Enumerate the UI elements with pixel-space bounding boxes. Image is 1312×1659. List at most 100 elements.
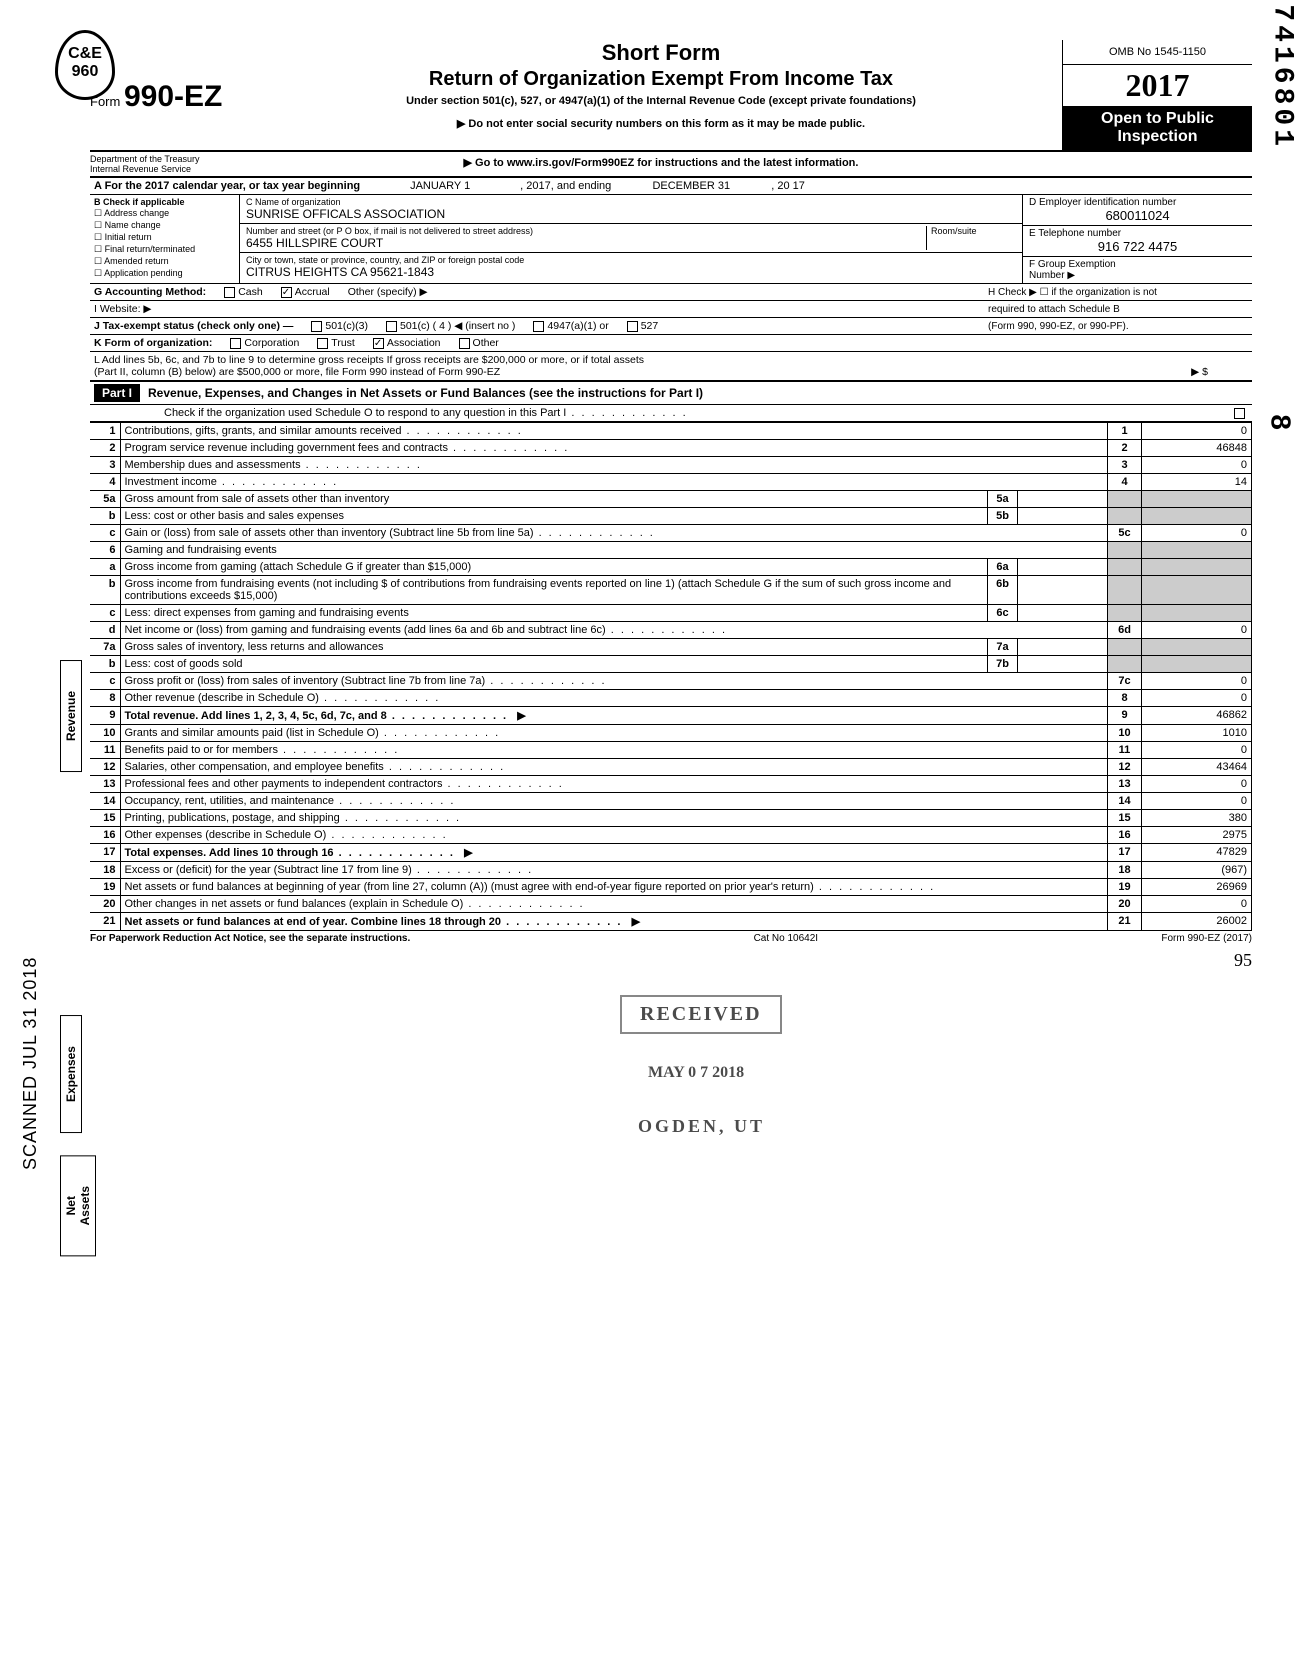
line-l12: 12Salaries, other compensation, and empl… — [90, 759, 1252, 776]
j-501c3: 501(c)(3) — [325, 320, 368, 332]
omb-number: OMB No 1545-1150 — [1063, 40, 1252, 65]
open-line2: Inspection — [1065, 128, 1250, 146]
line-l5c: cGain or (loss) from sale of assets othe… — [90, 525, 1252, 542]
dept-treasury: Department of the Treasury Internal Reve… — [90, 152, 260, 176]
form-number-box: Form 990-EZ — [90, 40, 260, 114]
k-label: K Form of organization: — [94, 337, 212, 349]
row-k: K Form of organization: Corporation Trus… — [90, 335, 1252, 352]
chk-corp[interactable] — [230, 338, 241, 349]
part1-checkbox[interactable] — [1234, 408, 1245, 419]
line-l6a: aGross income from gaming (attach Schedu… — [90, 559, 1252, 576]
chk-501c[interactable] — [386, 321, 397, 332]
c-label: C Name of organization — [246, 197, 1016, 207]
row-a-label: A For the 2017 calendar year, or tax yea… — [94, 180, 360, 192]
row-a-mid: , 2017, and ending — [520, 180, 611, 192]
k-corp: Corporation — [244, 337, 299, 349]
col-b-header: B Check if applicable — [94, 197, 235, 207]
line-l13: 13Professional fees and other payments t… — [90, 776, 1252, 793]
part1-title: Revenue, Expenses, and Changes in Net As… — [148, 386, 1248, 400]
i-website: I Website: ▶ — [94, 303, 151, 315]
row-a-year: , 20 17 — [771, 180, 805, 192]
foot-left: For Paperwork Reduction Act Notice, see … — [90, 933, 410, 944]
chk-final-return[interactable]: Final return/terminated — [94, 244, 235, 255]
line-l9: 9Total revenue. Add lines 1, 2, 3, 4, 5c… — [90, 707, 1252, 725]
g-other: Other (specify) ▶ — [348, 286, 428, 298]
telephone: 916 722 4475 — [1029, 239, 1246, 254]
line-l15: 15Printing, publications, postage, and s… — [90, 810, 1252, 827]
j-501c: 501(c) ( 4 ) ◀ (insert no ) — [400, 320, 515, 332]
k-assoc: Association — [387, 337, 441, 349]
line-l5b: bLess: cost or other basis and sales exp… — [90, 508, 1252, 525]
part1-header-row: Part I Revenue, Expenses, and Changes in… — [90, 382, 1252, 405]
footer: For Paperwork Reduction Act Notice, see … — [90, 931, 1252, 944]
form-header: Form 990-EZ Short Form Return of Organiz… — [90, 40, 1252, 152]
line-l8: 8Other revenue (describe in Schedule O)8… — [90, 690, 1252, 707]
part1-check-text: Check if the organization used Schedule … — [164, 407, 688, 419]
addr-label: Number and street (or P O box, if mail i… — [246, 226, 926, 236]
chk-501c3[interactable] — [311, 321, 322, 332]
h-line3: (Form 990, 990-EZ, or 990-PF). — [988, 321, 1248, 332]
chk-assoc[interactable] — [373, 338, 384, 349]
arrow-line-2: ▶ Go to www.irs.gov/Form990EZ for instru… — [260, 152, 1062, 176]
side-barcode-number: 2949217416801 — [1266, 0, 1297, 150]
col-def: D Employer identification number 6800110… — [1022, 195, 1252, 283]
chk-application-pending[interactable]: Application pending — [94, 268, 235, 279]
line-l5a: 5aGross amount from sale of assets other… — [90, 491, 1252, 508]
row-j: J Tax-exempt status (check only one) — 5… — [90, 318, 1252, 335]
line-l6b: bGross income from fundraising events (n… — [90, 576, 1252, 605]
g-accrual: Accrual — [295, 286, 330, 298]
line-l21: 21Net assets or fund balances at end of … — [90, 913, 1252, 931]
dept-line2: Internal Revenue Service — [90, 164, 260, 174]
line-l14: 14Occupancy, rent, utilities, and mainte… — [90, 793, 1252, 810]
line-l11: 11Benefits paid to or for members110 — [90, 742, 1252, 759]
open-line1: Open to Public — [1065, 110, 1250, 128]
chk-name-change[interactable]: Name change — [94, 220, 235, 231]
title-under: Under section 501(c), 527, or 4947(a)(1)… — [270, 95, 1052, 107]
open-to-public: Open to Public Inspection — [1063, 106, 1252, 150]
line-l17: 17Total expenses. Add lines 10 through 1… — [90, 844, 1252, 862]
row-i: I Website: ▶ required to attach Schedule… — [90, 301, 1252, 318]
j-label: J Tax-exempt status (check only one) — — [94, 320, 293, 332]
line-l10: 10Grants and similar amounts paid (list … — [90, 725, 1252, 742]
g-cash: Cash — [238, 286, 263, 298]
line-l6: 6Gaming and fundraising events — [90, 542, 1252, 559]
title-short-form: Short Form — [270, 40, 1052, 66]
chk-4947[interactable] — [533, 321, 544, 332]
line-l6c: cLess: direct expenses from gaming and f… — [90, 605, 1252, 622]
dept-line1: Department of the Treasury — [90, 154, 260, 164]
chk-other[interactable] — [459, 338, 470, 349]
chk-trust[interactable] — [317, 338, 328, 349]
chk-amended-return[interactable]: Amended return — [94, 256, 235, 267]
f-label: F Group Exemption — [1029, 259, 1246, 270]
row-a: A For the 2017 calendar year, or tax yea… — [90, 178, 1252, 195]
chk-527[interactable] — [627, 321, 638, 332]
h-line2: required to attach Schedule B — [988, 304, 1248, 315]
e-label: E Telephone number — [1029, 228, 1246, 239]
col-c: C Name of organization SUNRISE OFFICALS … — [240, 195, 1022, 283]
lines-table: 1Contributions, gifts, grants, and simil… — [90, 422, 1252, 931]
chk-cash[interactable] — [224, 287, 235, 298]
row-a-begin: JANUARY 1 — [360, 180, 520, 192]
j-4947: 4947(a)(1) or — [547, 320, 608, 332]
stamp-ogden: OGDEN, UT — [620, 1110, 783, 1143]
chk-address-change[interactable]: Address change — [94, 208, 235, 219]
chk-accrual[interactable] — [281, 287, 292, 298]
side-infinity: 8 — [1265, 414, 1297, 430]
l-line1: L Add lines 5b, 6c, and 7b to line 9 to … — [94, 354, 1248, 366]
line-l2: 2Program service revenue including gover… — [90, 440, 1252, 457]
line-l7b: bLess: cost of goods sold7b — [90, 656, 1252, 673]
g-label: G Accounting Method: — [94, 286, 206, 298]
line-l4: 4Investment income414 — [90, 474, 1252, 491]
title-return: Return of Organization Exempt From Incom… — [270, 68, 1052, 91]
room-label: Room/suite — [931, 226, 1016, 236]
line-l6d: dNet income or (loss) from gaming and fu… — [90, 622, 1252, 639]
line-l3: 3Membership dues and assessments30 — [90, 457, 1252, 474]
chk-initial-return[interactable]: Initial return — [94, 232, 235, 243]
k-trust: Trust — [331, 337, 355, 349]
org-name: SUNRISE OFFICALS ASSOCIATION — [246, 207, 1016, 221]
j-527: 527 — [641, 320, 659, 332]
foot-mid: Cat No 10642I — [754, 933, 819, 944]
ein: 680011024 — [1029, 208, 1246, 223]
line-l7c: cGross profit or (loss) from sales of in… — [90, 673, 1252, 690]
line-l20: 20Other changes in net assets or fund ba… — [90, 896, 1252, 913]
